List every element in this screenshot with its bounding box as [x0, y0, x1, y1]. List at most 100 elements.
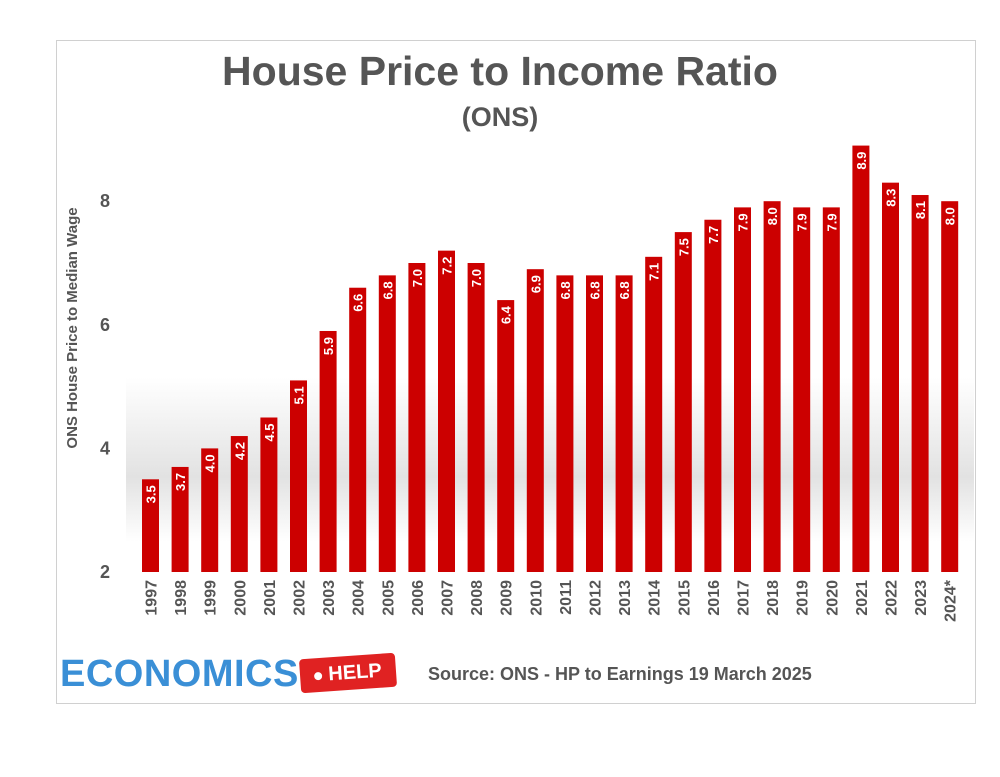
bar-value-label: 7.7 [706, 226, 721, 244]
y-axis-label: ONS House Price to Median Wage [64, 207, 81, 448]
bar-value-labels: 3.5 3.7 4.0 4.2 4.5 5.1 5.9 6.6 6.8 7.0 7.2 7.0 6.4 6… [144, 152, 958, 504]
bar-value-label: 8.0 [943, 207, 958, 225]
x-tick-label: 2005 [380, 580, 397, 616]
bars [142, 145, 959, 573]
x-tick-label: 2008 [469, 580, 486, 616]
bar-2001 [260, 417, 278, 572]
bar-2017 [734, 207, 751, 572]
bar-value-label: 8.0 [765, 207, 780, 225]
x-tick-label: 2006 [410, 580, 427, 616]
y-tick-label: 2 [100, 562, 110, 582]
x-tick-label: 2010 [528, 580, 545, 616]
bar-2024 [941, 201, 959, 572]
bar-value-label: 7.9 [824, 213, 839, 231]
bar-value-label: 7.0 [410, 269, 425, 287]
x-tick-label: 2017 [736, 580, 753, 616]
bar-value-label: 5.9 [321, 337, 336, 355]
y-tick-label: 4 [100, 438, 110, 458]
bar-value-label: 8.9 [854, 152, 869, 170]
bar-value-label: 3.7 [173, 473, 188, 491]
x-tick-label: 2022 [884, 580, 901, 616]
bar-2009 [497, 300, 515, 572]
x-tick-label: 2009 [499, 580, 516, 616]
bar-2016 [704, 219, 722, 573]
bar-2007 [438, 250, 455, 572]
bar-value-label: 6.8 [588, 281, 603, 299]
x-tick-label: 2004 [351, 580, 368, 616]
x-tick-label: 2014 [647, 580, 664, 616]
bar-value-label: 7.1 [647, 263, 662, 281]
bar-value-label: 7.2 [440, 257, 455, 275]
bar-2023 [911, 195, 929, 572]
bar-2008 [467, 263, 485, 572]
bar-value-label: 3.5 [144, 485, 159, 503]
bar-2006 [408, 263, 426, 572]
bar-2014 [645, 256, 663, 572]
logo-tag-text: HELP [327, 659, 383, 686]
bar-2019 [793, 207, 811, 572]
x-tick-label: 2000 [232, 580, 249, 616]
y-tick-label: 8 [100, 191, 110, 211]
bar-2022 [882, 182, 899, 572]
bar-value-label: 6.6 [351, 294, 366, 312]
bar-2011 [556, 275, 574, 572]
x-tick-label: 1998 [173, 580, 190, 616]
bar-2015 [674, 232, 692, 572]
bar-value-label: 8.3 [884, 189, 899, 207]
bar-value-label: 6.4 [499, 305, 514, 324]
x-tick-label: 2012 [588, 580, 605, 616]
bar-1997 [142, 479, 159, 572]
logo-word: ECONOMICS [60, 653, 299, 695]
bar-1999 [201, 448, 219, 572]
x-tick-label: 2020 [824, 580, 841, 616]
bar-1998 [171, 466, 189, 572]
x-tick-label: 2011 [558, 580, 575, 615]
plot-background [126, 140, 974, 572]
x-axis-ticks: 1997 1998 1999 2000 2001 2002 2003 2004 2005 2006… [144, 579, 960, 622]
x-tick-label: 2016 [706, 580, 723, 616]
bar-value-label: 7.9 [795, 213, 810, 231]
bar-value-label: 4.2 [232, 442, 247, 460]
x-tick-label: 2003 [321, 580, 338, 616]
source-note: Source: ONS - HP to Earnings 19 March 20… [428, 664, 812, 684]
bar-value-label: 4.5 [262, 424, 277, 442]
bar-value-label: 6.9 [528, 275, 543, 293]
x-tick-label: 2019 [795, 580, 812, 616]
logo-tag: HELP [298, 652, 398, 694]
bar-value-label: 7.9 [736, 213, 751, 231]
bar-value-label: 8.1 [913, 201, 928, 219]
y-axis-ticks: 2 4 6 8 [100, 191, 110, 582]
bar-value-label: 6.8 [558, 281, 573, 299]
x-tick-label: 2001 [262, 580, 279, 616]
bar-2000 [230, 436, 248, 572]
bar-value-label: 6.8 [617, 281, 632, 299]
bar-2010 [526, 269, 544, 572]
bar-2020 [822, 207, 840, 572]
x-tick-label: 2002 [292, 580, 309, 616]
x-tick-label: 2007 [440, 580, 457, 616]
bar-2004 [349, 287, 367, 572]
chart-subtitle: (ONS) [461, 102, 539, 132]
x-tick-label: 2023 [913, 580, 930, 616]
x-tick-label: 1997 [144, 580, 161, 616]
bar-2002 [290, 380, 307, 572]
bar-value-label: 5.1 [292, 386, 307, 404]
bar-2005 [378, 275, 396, 572]
x-tick-label: 2015 [676, 580, 693, 616]
x-tick-label: 2018 [765, 580, 782, 616]
chart-title: House Price to Income Ratio [222, 48, 778, 94]
bar-2012 [586, 275, 603, 572]
bar-2003 [319, 330, 337, 572]
x-tick-label: 2013 [617, 580, 634, 616]
y-tick-label: 6 [100, 315, 110, 335]
logo-dot-icon [314, 671, 323, 681]
bar-value-label: 6.8 [380, 281, 395, 299]
bar-value-label: 7.5 [676, 238, 691, 256]
x-tick-label: 1999 [203, 580, 220, 616]
bar-2018 [763, 201, 781, 572]
bar-2013 [615, 275, 633, 572]
bar-2021 [852, 145, 870, 572]
bar-value-label: 4.0 [203, 454, 218, 472]
x-tick-label: 2024* [943, 579, 960, 622]
